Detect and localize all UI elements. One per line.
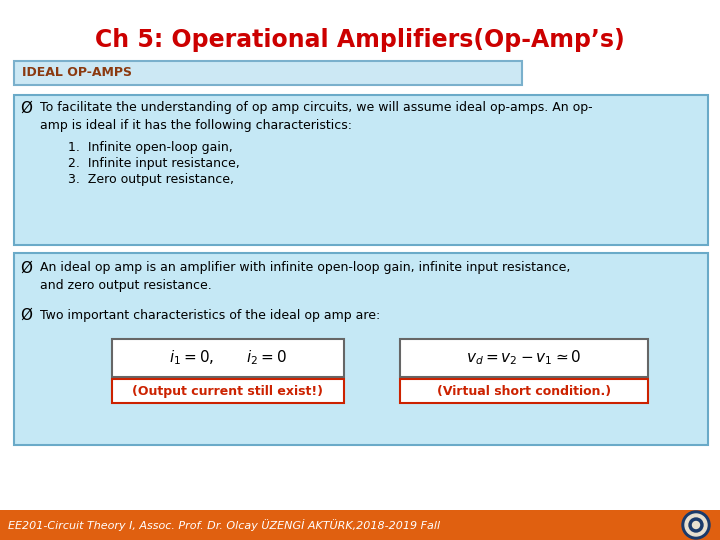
Text: Ø: Ø (20, 260, 32, 275)
Text: 3.  Zero output resistance,: 3. Zero output resistance, (68, 172, 234, 186)
Circle shape (689, 518, 703, 532)
FancyBboxPatch shape (14, 61, 522, 85)
Circle shape (682, 511, 710, 539)
Text: $v_d = v_2 - v_1 \simeq 0$: $v_d = v_2 - v_1 \simeq 0$ (467, 349, 582, 367)
Text: (Output current still exist!): (Output current still exist!) (132, 384, 323, 397)
Text: 1.  Infinite open-loop gain,: 1. Infinite open-loop gain, (68, 140, 233, 153)
Text: EE201-Circuit Theory I, Assoc. Prof. Dr. Olcay ÜZENGİ AKTÜRK,2018-2019 Fall: EE201-Circuit Theory I, Assoc. Prof. Dr.… (8, 519, 440, 531)
Text: To facilitate the understanding of op amp circuits, we will assume ideal op-amps: To facilitate the understanding of op am… (40, 102, 593, 114)
Text: and zero output resistance.: and zero output resistance. (40, 279, 212, 292)
FancyBboxPatch shape (0, 510, 720, 540)
Circle shape (693, 522, 700, 529)
Text: amp is ideal if it has the following characteristics:: amp is ideal if it has the following cha… (40, 118, 352, 132)
Text: Ø: Ø (20, 100, 32, 116)
Text: $i_1 = 0, \quad\quad i_2 = 0$: $i_1 = 0, \quad\quad i_2 = 0$ (169, 349, 287, 367)
Text: Ø: Ø (20, 307, 32, 322)
FancyBboxPatch shape (400, 379, 648, 403)
Text: Two important characteristics of the ideal op amp are:: Two important characteristics of the ide… (40, 308, 380, 321)
Text: IDEAL OP-AMPS: IDEAL OP-AMPS (22, 66, 132, 79)
Text: (Virtual short condition.): (Virtual short condition.) (437, 384, 611, 397)
Text: 2.  Infinite input resistance,: 2. Infinite input resistance, (68, 157, 240, 170)
Text: Ch 5: Operational Amplifiers(Op-Amp’s): Ch 5: Operational Amplifiers(Op-Amp’s) (95, 28, 625, 52)
FancyBboxPatch shape (14, 253, 708, 445)
FancyBboxPatch shape (14, 95, 708, 245)
FancyBboxPatch shape (112, 339, 344, 377)
Circle shape (685, 514, 707, 536)
Text: An ideal op amp is an amplifier with infinite open-loop gain, infinite input res: An ideal op amp is an amplifier with inf… (40, 261, 570, 274)
FancyBboxPatch shape (112, 379, 344, 403)
FancyBboxPatch shape (400, 339, 648, 377)
